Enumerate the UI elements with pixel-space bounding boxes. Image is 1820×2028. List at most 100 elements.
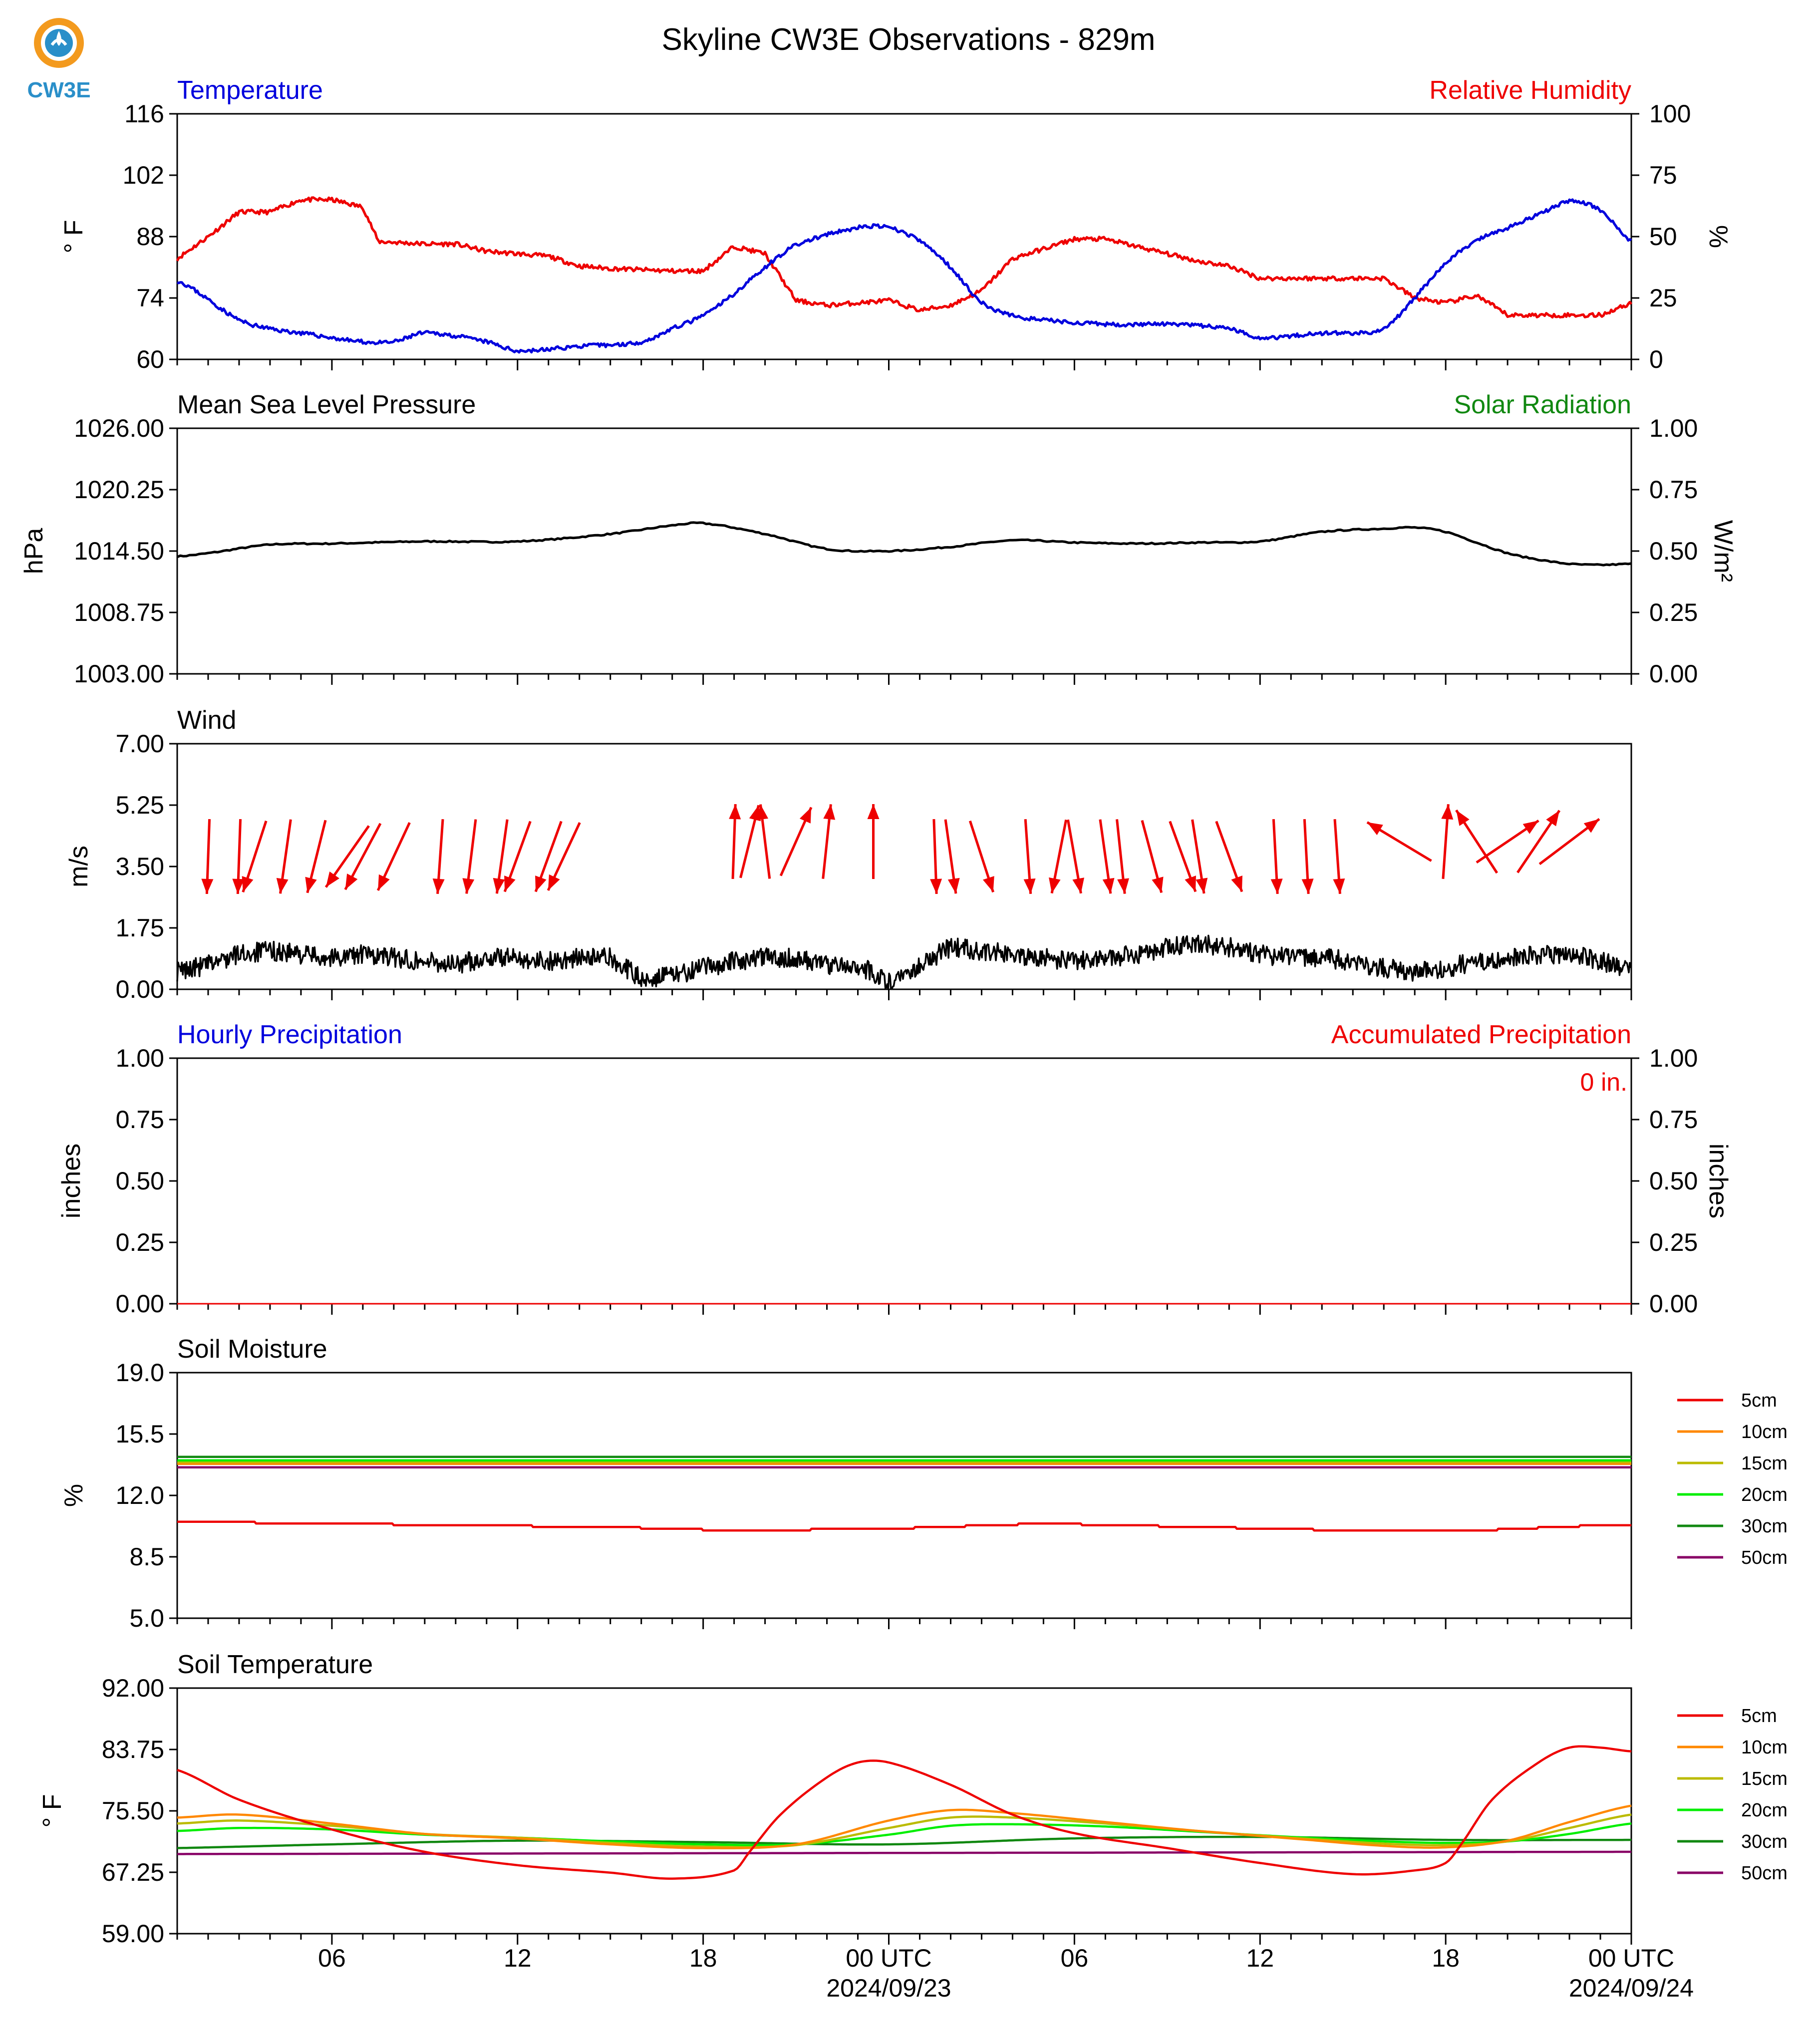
y2-tick-label: 0.00 — [1649, 660, 1698, 688]
y-tick-label: 1014.50 — [74, 537, 164, 565]
cw3e-logo: CW3E — [27, 18, 91, 102]
y-tick-label: 5.0 — [129, 1604, 164, 1632]
temperature-line — [177, 198, 1632, 354]
y-tick-label: 75.50 — [102, 1797, 164, 1825]
soil-temp-30cm-line — [177, 1835, 1631, 1849]
precip-left-title: Hourly Precipitation — [177, 1020, 402, 1049]
legend-label: 5cm — [1741, 1706, 1777, 1727]
x-tick-label: 12 — [1246, 1944, 1274, 1972]
y2-tick-label: 0.75 — [1649, 476, 1698, 504]
y-tick-label: 1.00 — [116, 1044, 164, 1072]
wind-arrow — [779, 807, 813, 876]
wind-arrow-head — [1102, 877, 1115, 894]
water-drop-icon — [56, 31, 61, 46]
legend-label: 10cm — [1741, 1737, 1788, 1758]
wind-arrow-head — [729, 804, 741, 820]
y-tick-label: 12.0 — [116, 1481, 164, 1509]
wind-arrow-head — [930, 878, 942, 894]
temperature-right-title: Relative Humidity — [1429, 76, 1631, 105]
wind-arrow — [493, 819, 509, 894]
wind-arrow — [547, 822, 581, 891]
wind-arrow — [1049, 819, 1068, 894]
y-tick-label: 88 — [136, 223, 164, 251]
y-tick-label: 59.00 — [102, 1920, 164, 1948]
legend-item: 10cm — [1677, 1422, 1788, 1443]
wind-arrow — [1169, 821, 1197, 892]
wind-arrow-head — [1185, 875, 1196, 892]
soil_temperature-left-title: Soil Temperature — [177, 1650, 373, 1679]
wind-arrow — [432, 819, 445, 894]
pressure-right-title: Solar Radiation — [1454, 390, 1631, 419]
y-tick-label: 116 — [124, 100, 164, 128]
y-tick-label: 5.25 — [116, 791, 164, 819]
pressure-left-title: Mean Sea Level Pressure — [177, 390, 476, 419]
wind-arrow — [930, 819, 942, 894]
y-tick-label: 92.00 — [102, 1674, 164, 1702]
wind-arrow-head — [799, 807, 812, 824]
x-tick-label: 00 UTC — [846, 1944, 931, 1972]
wind-left-unit: m/s — [64, 846, 93, 887]
soil_moisture-left-title: Soil Moisture — [177, 1335, 327, 1364]
wind-arrow-head — [493, 877, 505, 894]
precip-right-unit: inches — [1704, 1144, 1733, 1218]
wind-arrow — [503, 821, 532, 892]
accumulated-precip-label: 0 in. — [1580, 1068, 1627, 1096]
x-tick-label: 06 — [318, 1944, 346, 1972]
figure-title: Skyline CW3E Observations - 829m — [662, 22, 1156, 57]
soil-temperature-legend: 5cm 10cm 15cm 20cm 30cm 50cm — [1677, 1706, 1788, 1884]
wind-arrow-head — [1072, 877, 1085, 893]
y2-tick-label: 0.00 — [1649, 1290, 1698, 1318]
wind-arrow — [1455, 809, 1499, 874]
wind-arrow — [376, 822, 411, 891]
wind-arrow — [1023, 819, 1036, 894]
x-date-label: 2024/09/24 — [1569, 1974, 1694, 2002]
x-tick-label: 18 — [689, 1944, 717, 1972]
wind-arrow — [276, 819, 292, 894]
wind-arrow — [324, 825, 370, 888]
soil_moisture-left-unit: % — [59, 1484, 88, 1507]
y2-tick-label: 25 — [1649, 284, 1677, 312]
y-tick-label: 1008.75 — [74, 598, 164, 626]
wind-arrow — [1141, 820, 1164, 893]
legend-label: 10cm — [1741, 1422, 1788, 1443]
wind-arrow — [867, 804, 880, 879]
soil-temp-50cm-line — [177, 1850, 1631, 1855]
legend-item: 5cm — [1677, 1390, 1777, 1411]
wind-arrow-head — [1583, 819, 1599, 833]
wind-arrow-head — [756, 804, 769, 820]
legend-item: 10cm — [1677, 1737, 1788, 1758]
temperature-right-unit: % — [1704, 225, 1733, 248]
soil-temp-5cm-line — [177, 1745, 1632, 1880]
x-tick-label: 18 — [1432, 1944, 1460, 1972]
legend-label: 30cm — [1741, 1516, 1788, 1537]
wind-arrow-head — [242, 876, 254, 892]
wind-arrow-head — [1367, 822, 1383, 836]
soil-temperature-panel: 92.00 83.75 75.50 67.25 59.00 Soil Temperatur… — [38, 1650, 1632, 1948]
wind-arrow — [1538, 818, 1600, 866]
wind-arrow-head — [982, 876, 994, 892]
wind-left-title: Wind — [177, 706, 236, 735]
wind-arrow — [1191, 819, 1208, 894]
wind-arrow — [944, 819, 960, 894]
legend-item: 15cm — [1677, 1768, 1788, 1789]
y2-tick-label: 100 — [1649, 100, 1691, 128]
y-tick-label: 0.50 — [116, 1167, 164, 1195]
precip-right-title: Accumulated Precipitation — [1331, 1020, 1631, 1049]
legend-label: 50cm — [1741, 1863, 1788, 1884]
y-tick-label: 74 — [136, 284, 164, 312]
legend-label: 15cm — [1741, 1768, 1788, 1789]
soil-temp-10cm-line — [177, 1804, 1632, 1849]
y-tick-label: 0.00 — [116, 1290, 164, 1318]
y-tick-label: 15.5 — [116, 1420, 164, 1448]
y-tick-label: 0.25 — [116, 1228, 164, 1256]
wind-arrow — [729, 804, 741, 879]
wind-arrow — [968, 820, 995, 893]
y-tick-label: 3.50 — [116, 853, 164, 880]
wind-arrow-head — [548, 874, 560, 890]
wind-arrow — [1333, 819, 1345, 894]
pressure-left-unit: hPa — [19, 528, 48, 575]
y2-tick-label: 1.00 — [1649, 414, 1698, 442]
wind-arrow-head — [947, 877, 960, 894]
